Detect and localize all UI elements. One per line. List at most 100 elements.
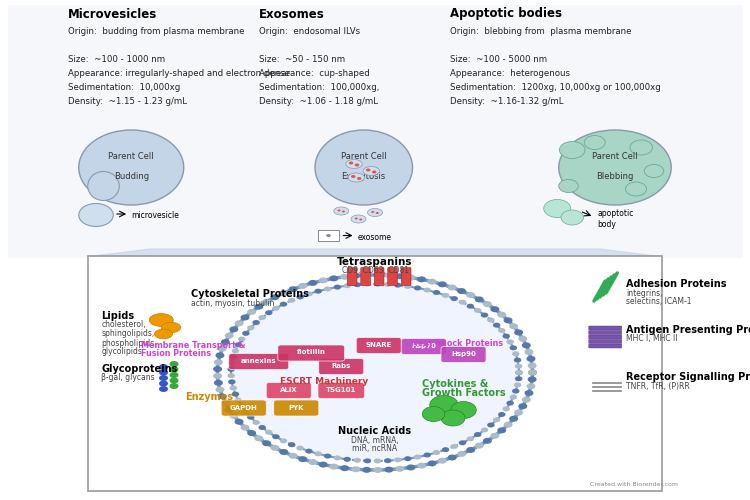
Circle shape — [394, 282, 401, 288]
Text: Rabs: Rabs — [332, 363, 351, 369]
Circle shape — [490, 306, 500, 312]
Circle shape — [170, 383, 178, 389]
Text: DNA, mRNA,: DNA, mRNA, — [351, 436, 399, 444]
Circle shape — [433, 450, 440, 455]
FancyBboxPatch shape — [441, 346, 486, 362]
Circle shape — [528, 370, 537, 376]
Text: Size:  ~50 - 150 nm: Size: ~50 - 150 nm — [259, 54, 345, 64]
Circle shape — [526, 356, 536, 362]
Circle shape — [509, 324, 518, 330]
Circle shape — [466, 304, 474, 308]
Circle shape — [289, 453, 298, 459]
Circle shape — [296, 294, 304, 300]
Text: Receptor Signalling Proteins: Receptor Signalling Proteins — [626, 372, 750, 382]
FancyBboxPatch shape — [388, 268, 398, 285]
Text: Density:  ~1.15 - 1.23 g/mL: Density: ~1.15 - 1.23 g/mL — [68, 96, 187, 106]
Ellipse shape — [559, 130, 671, 205]
Circle shape — [515, 376, 523, 381]
Circle shape — [417, 276, 426, 282]
Circle shape — [344, 283, 351, 288]
Circle shape — [475, 296, 484, 302]
Circle shape — [448, 284, 457, 290]
FancyBboxPatch shape — [318, 230, 339, 241]
Text: Cytokines &: Cytokines & — [422, 379, 488, 389]
Circle shape — [515, 364, 523, 369]
Circle shape — [221, 400, 230, 406]
Circle shape — [159, 380, 168, 386]
Circle shape — [371, 211, 374, 213]
Circle shape — [384, 458, 392, 463]
Circle shape — [228, 360, 236, 366]
Circle shape — [374, 272, 382, 278]
Circle shape — [362, 272, 371, 278]
Circle shape — [544, 200, 571, 218]
Circle shape — [424, 452, 431, 458]
Circle shape — [314, 452, 322, 456]
Circle shape — [242, 331, 250, 336]
Text: Nucleic Acids: Nucleic Acids — [338, 426, 412, 436]
Circle shape — [259, 425, 266, 430]
Circle shape — [170, 378, 178, 384]
Circle shape — [560, 142, 585, 158]
Circle shape — [524, 349, 533, 355]
Text: Enzymes: Enzymes — [185, 392, 233, 402]
Circle shape — [340, 274, 349, 280]
FancyBboxPatch shape — [356, 338, 401, 353]
Text: Cytoskeletal Proteins: Cytoskeletal Proteins — [191, 289, 309, 299]
Text: Microvesicles: Microvesicles — [68, 8, 157, 20]
Circle shape — [351, 466, 360, 472]
Text: GAPDH: GAPDH — [230, 404, 258, 410]
FancyBboxPatch shape — [401, 268, 411, 285]
Circle shape — [217, 346, 226, 352]
Text: Appearance: irregularly-shaped and electron dense: Appearance: irregularly-shaped and elect… — [68, 68, 290, 78]
Circle shape — [271, 445, 280, 451]
Text: Origin:  endosomal ILVs: Origin: endosomal ILVs — [259, 26, 360, 36]
Circle shape — [225, 332, 234, 338]
Circle shape — [374, 467, 382, 473]
Circle shape — [230, 326, 238, 332]
Circle shape — [230, 386, 237, 390]
Circle shape — [433, 290, 440, 295]
Circle shape — [458, 288, 466, 294]
Circle shape — [406, 464, 416, 470]
Circle shape — [466, 292, 476, 298]
Text: Created with Biorender.com: Created with Biorender.com — [590, 482, 678, 486]
Ellipse shape — [363, 166, 380, 175]
Circle shape — [338, 210, 340, 212]
Circle shape — [230, 412, 238, 418]
Ellipse shape — [351, 215, 366, 223]
Circle shape — [308, 459, 317, 465]
Circle shape — [404, 284, 412, 289]
FancyBboxPatch shape — [347, 268, 357, 285]
Circle shape — [280, 438, 287, 444]
Text: Apoptotic bodies: Apoptotic bodies — [450, 8, 562, 20]
Circle shape — [514, 358, 521, 362]
Circle shape — [584, 136, 605, 149]
Circle shape — [235, 320, 244, 326]
Circle shape — [458, 451, 466, 457]
Circle shape — [466, 447, 476, 453]
Circle shape — [384, 282, 392, 287]
Ellipse shape — [79, 130, 184, 205]
Circle shape — [488, 318, 495, 322]
Circle shape — [215, 386, 224, 392]
Circle shape — [159, 386, 168, 392]
FancyBboxPatch shape — [589, 344, 622, 348]
Text: CD9, CD63, CD81: CD9, CD63, CD81 — [341, 266, 409, 276]
Circle shape — [271, 294, 280, 300]
Ellipse shape — [154, 329, 172, 339]
Circle shape — [509, 416, 518, 422]
Circle shape — [324, 286, 332, 292]
Circle shape — [230, 354, 237, 360]
Circle shape — [514, 382, 521, 388]
Text: glycolipids: glycolipids — [101, 348, 142, 356]
Text: Density:  ~1.06 - 1.18 g/mL: Density: ~1.06 - 1.18 g/mL — [259, 96, 378, 106]
Text: β-gal, glycans: β-gal, glycans — [101, 374, 154, 382]
Text: Heat Shock Proteins: Heat Shock Proteins — [411, 340, 503, 348]
Circle shape — [474, 432, 482, 437]
Circle shape — [355, 164, 359, 166]
Circle shape — [527, 376, 536, 382]
Circle shape — [319, 278, 328, 283]
FancyBboxPatch shape — [589, 340, 622, 344]
Circle shape — [362, 467, 371, 473]
